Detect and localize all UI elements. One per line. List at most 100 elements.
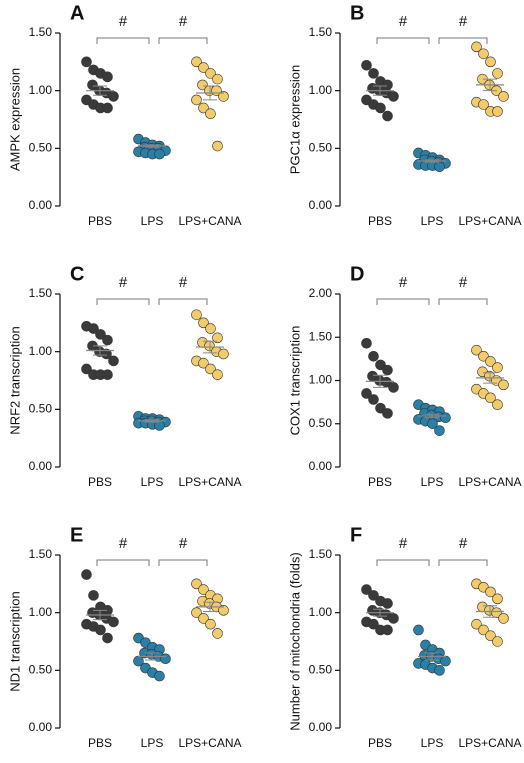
- data-dot: [87, 79, 98, 91]
- significance-label: #: [119, 535, 128, 552]
- significance-bracket: [96, 559, 150, 566]
- data-dot: [368, 618, 379, 630]
- data-dot: [434, 425, 445, 436]
- x-tick-label: LPS+CANA: [178, 214, 241, 228]
- data-dot: [498, 613, 509, 624]
- data-dot: [191, 578, 202, 590]
- data-dot: [485, 56, 496, 68]
- x-tick-label: PBS: [368, 214, 392, 228]
- data-dot: [485, 586, 496, 598]
- data-dot: [361, 338, 372, 349]
- x-tick-label: LPS+CANA: [458, 736, 521, 750]
- data-dot: [95, 329, 106, 340]
- data-dot: [375, 102, 386, 114]
- data-dot: [212, 628, 223, 639]
- data-dot: [102, 102, 113, 114]
- panel-letter: A: [70, 2, 84, 24]
- significance-bracket: [96, 37, 150, 44]
- data-dot: [382, 408, 393, 419]
- data-dot: [440, 412, 451, 423]
- y-tick-label: 0.00: [309, 198, 333, 212]
- x-tick-label: LPS: [141, 736, 164, 750]
- significance-label: #: [119, 13, 128, 30]
- significance-bracket: [158, 37, 208, 44]
- data-dot: [492, 362, 503, 373]
- panel: E ND1 transcription 0.00 0.50 1.00 1.50 PBS LPS…: [7, 524, 241, 750]
- data-dot: [101, 348, 112, 360]
- y-tick-label: 1.50: [29, 286, 53, 300]
- x-tick-label: LPS: [421, 736, 444, 750]
- significance-label: #: [179, 13, 188, 30]
- data-dot: [492, 636, 503, 647]
- x-tick-label: PBS: [88, 736, 112, 750]
- data-dot: [382, 598, 393, 609]
- data-dot: [81, 56, 92, 68]
- y-tick-label: 0.50: [309, 416, 333, 430]
- panel-letter: E: [70, 524, 83, 546]
- data-dot: [88, 323, 99, 334]
- data-dot: [102, 71, 113, 83]
- data-dot: [440, 655, 451, 667]
- data-dot: [368, 394, 379, 405]
- data-dot: [191, 94, 202, 106]
- data-dot: [471, 618, 482, 630]
- data-dot: [198, 62, 209, 73]
- x-tick-label: LPS+CANA: [178, 736, 241, 750]
- significance-label: #: [459, 535, 468, 552]
- data-dot: [485, 630, 496, 642]
- panel-letter: B: [350, 2, 364, 24]
- x-tick-label: LPS+CANA: [458, 475, 521, 489]
- data-dot: [191, 607, 202, 618]
- data-dot: [492, 399, 503, 411]
- x-tick-label: PBS: [368, 475, 392, 489]
- x-tick-label: PBS: [368, 736, 392, 750]
- significance-bracket: [376, 298, 430, 305]
- y-tick-label: 1.50: [309, 25, 333, 39]
- x-tick-label: LPS+CANA: [178, 475, 241, 489]
- data-dot: [368, 68, 379, 79]
- data-dot: [205, 363, 216, 375]
- data-dot: [81, 363, 92, 375]
- y-tick-label: 0.50: [309, 663, 333, 677]
- data-dot: [485, 392, 496, 404]
- data-dot: [382, 624, 393, 636]
- data-dot: [205, 68, 216, 79]
- y-tick-label: 0.00: [309, 720, 333, 734]
- y-tick-label: 1.00: [29, 605, 53, 619]
- significance-label: #: [459, 274, 468, 291]
- x-tick-label: LPS+CANA: [458, 214, 521, 228]
- panel: A AMPK expression 0.00 0.50 1.00 1.50 PBS LPS LP…: [7, 2, 241, 228]
- data-dot: [485, 356, 496, 367]
- y-tick-label: 0.00: [29, 459, 53, 473]
- data-dot: [471, 41, 482, 53]
- data-dot: [388, 613, 399, 624]
- data-dot: [212, 73, 223, 85]
- y-tick-label: 0.50: [29, 402, 53, 416]
- data-dot: [413, 624, 424, 636]
- data-dot: [108, 355, 119, 367]
- y-tick-label: 0.00: [309, 459, 333, 473]
- data-dot: [191, 309, 202, 321]
- y-axis-label: ND1 transcription: [7, 591, 22, 691]
- panel-letter: F: [350, 524, 362, 546]
- y-tick-label: 0.00: [29, 720, 53, 734]
- data-dot: [212, 332, 223, 344]
- y-tick-label: 1.00: [29, 344, 53, 358]
- significance-bracket: [438, 298, 488, 305]
- panel: D COX1 transcription 0.00 0.50 1.00 1.50 2.00 P…: [287, 263, 521, 489]
- data-dot: [382, 364, 393, 376]
- y-tick-label: 1.00: [309, 83, 333, 97]
- significance-bracket: [158, 298, 208, 305]
- data-dot: [95, 624, 106, 636]
- panel: C NRF2 transcription 0.00 0.50 1.00 1.50 PBS LP…: [7, 263, 241, 489]
- data-dot: [102, 334, 113, 346]
- data-dot: [198, 357, 209, 369]
- data-dot: [492, 106, 503, 117]
- data-dot: [81, 569, 92, 580]
- data-dot: [198, 102, 209, 114]
- data-dot: [212, 369, 223, 381]
- y-axis-label: COX1 transcription: [287, 326, 302, 436]
- data-dot: [160, 653, 171, 665]
- y-axis-label: Number of mitochondria (folds): [287, 552, 302, 730]
- panel: F Number of mitochondria (folds) 0.00 0.50 1…: [287, 524, 521, 750]
